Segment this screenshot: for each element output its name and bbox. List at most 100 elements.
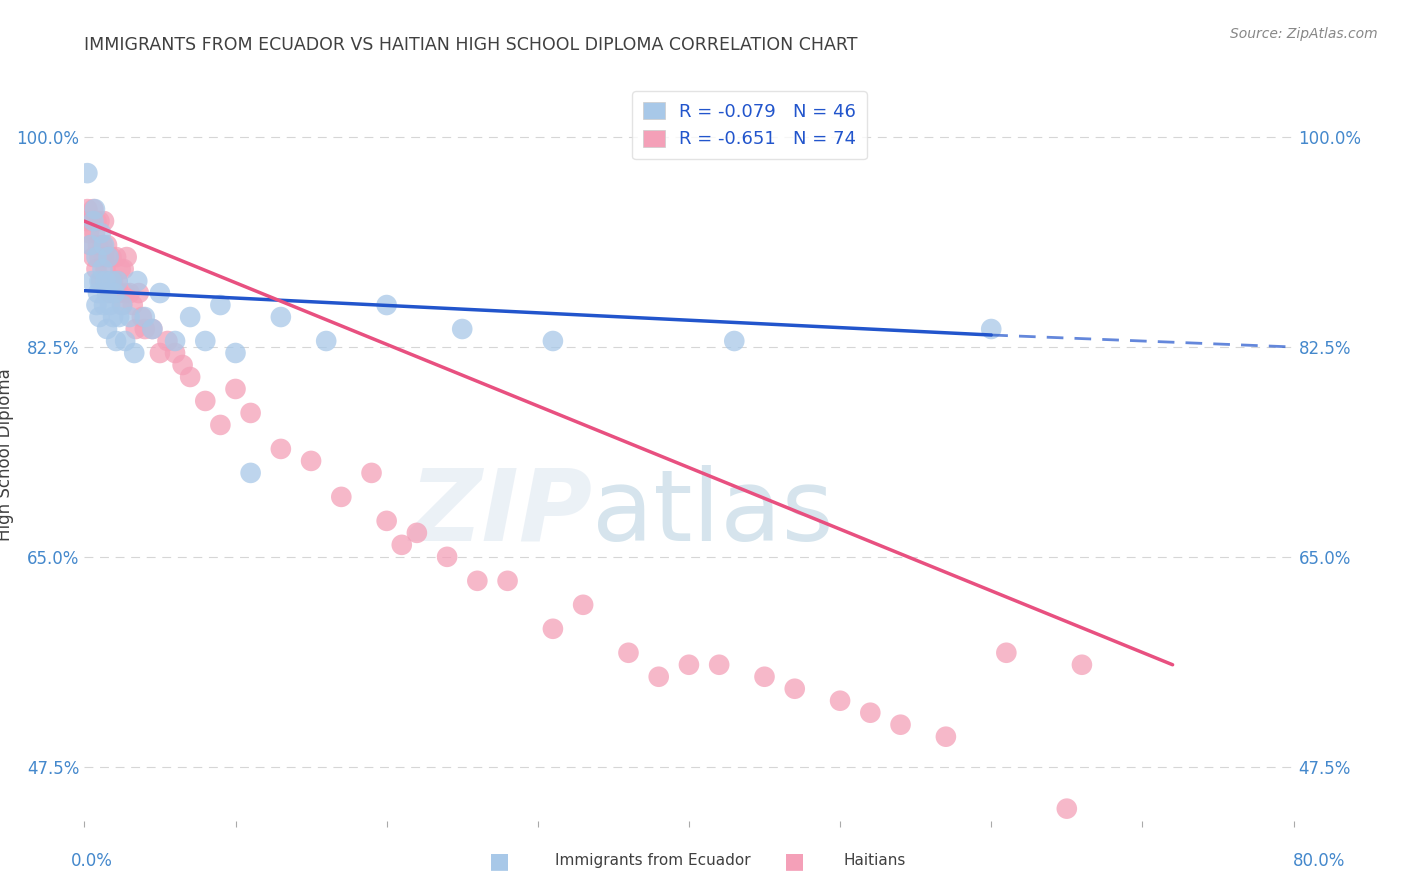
Point [225,346,247,360]
Point [77,226,100,240]
Point [105,334,128,348]
Text: ■: ■ [785,851,804,871]
Point [239,466,262,480]
Point [94,262,117,277]
Point [89,214,111,228]
Point [141,322,163,336]
Point [89,250,111,264]
Point [111,298,134,312]
Point [156,334,179,348]
Point [270,442,292,456]
Point [93,214,115,228]
Point [108,310,131,324]
Point [93,250,115,264]
Point [165,334,187,348]
Point [617,646,640,660]
Point [709,657,731,672]
Text: 80.0%: 80.0% [1292,852,1346,870]
Point [100,274,122,288]
Point [209,417,232,432]
Point [110,262,132,277]
Point [107,274,129,288]
Text: atlas: atlas [592,465,834,562]
Point [82,250,104,264]
Text: ■: ■ [489,851,509,871]
Point [101,310,124,324]
Point [89,274,111,288]
Text: ZIP: ZIP [409,465,592,562]
Point [121,298,143,312]
Text: Source: ZipAtlas.com: Source: ZipAtlas.com [1230,27,1378,41]
Point [1056,802,1078,816]
Point [91,262,114,277]
Point [995,646,1018,660]
Point [330,490,353,504]
Point [375,514,398,528]
Point [96,286,118,301]
Point [93,238,115,252]
Point [93,298,115,312]
Point [82,202,104,216]
Point [172,358,194,372]
Point [79,238,101,252]
Text: Immigrants from Ecuador: Immigrants from Ecuador [555,854,751,868]
Point [114,286,136,301]
Point [436,549,458,564]
Point [754,670,776,684]
Point [75,214,97,228]
Point [79,238,101,252]
Point [127,274,149,288]
Point [86,214,108,228]
Point [270,310,292,324]
Point [76,166,98,180]
Point [80,214,103,228]
Point [89,310,111,324]
Text: Haitians: Haitians [844,854,905,868]
Point [97,250,120,264]
Point [131,310,153,324]
Text: IMMIGRANTS FROM ECUADOR VS HAITIAN HIGH SCHOOL DIPLOMA CORRELATION CHART: IMMIGRANTS FROM ECUADOR VS HAITIAN HIGH … [84,36,858,54]
Point [128,286,150,301]
Point [179,310,201,324]
Point [100,250,122,264]
Point [111,298,134,312]
Point [84,226,107,240]
Point [467,574,489,588]
Point [97,250,120,264]
Point [108,286,131,301]
Point [96,238,118,252]
Point [134,310,156,324]
Point [225,382,247,396]
Point [723,334,745,348]
Point [114,334,136,348]
Point [98,286,121,301]
Point [134,322,156,336]
Point [496,574,519,588]
Point [1071,657,1094,672]
Point [101,274,124,288]
Point [125,322,148,336]
Point [86,298,108,312]
Y-axis label: High School Diploma: High School Diploma [0,368,14,541]
Point [96,322,118,336]
Point [360,466,382,480]
Point [830,694,852,708]
Point [572,598,595,612]
Point [194,334,217,348]
Point [90,226,112,240]
Point [165,346,187,360]
Point [935,730,957,744]
Point [84,202,107,216]
Point [96,274,118,288]
Point [890,717,912,731]
Point [678,657,700,672]
Point [86,250,108,264]
Point [980,322,1002,336]
Point [115,250,138,264]
Point [648,670,671,684]
Point [859,706,882,720]
Point [391,538,413,552]
Point [315,334,337,348]
Point [91,238,114,252]
Point [98,298,121,312]
